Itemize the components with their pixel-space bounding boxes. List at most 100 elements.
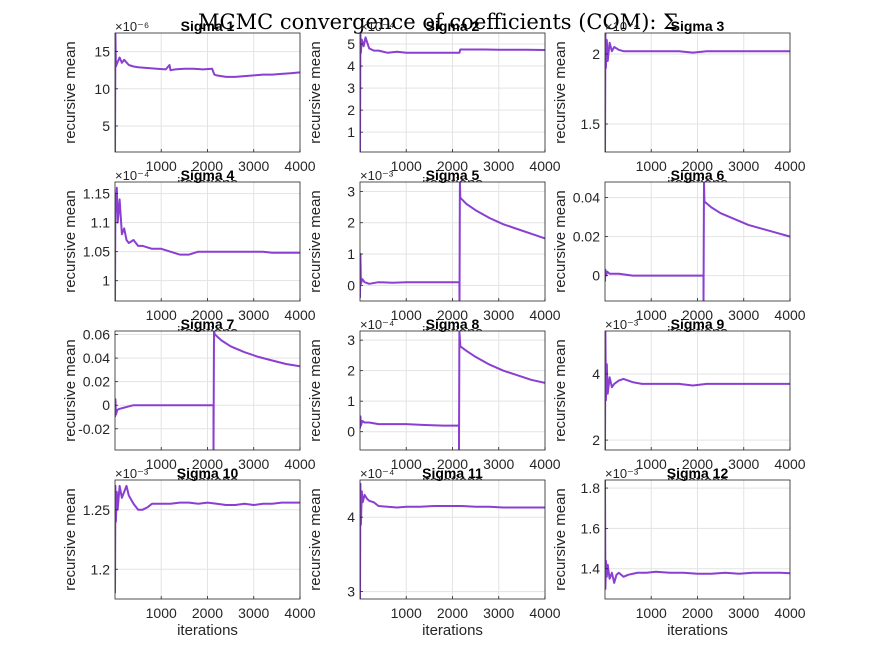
y-tick-label: 10 — [94, 81, 110, 97]
x-tick-label: 2000 — [192, 158, 223, 174]
y-axis-label: recursive mean — [62, 488, 79, 591]
y-tick-label: 5 — [102, 118, 110, 134]
x-tick-label: 1000 — [391, 158, 422, 174]
axis-exponent: ×10⁻³ — [605, 317, 639, 332]
x-tick-label: 3000 — [728, 605, 759, 621]
y-tick-label: 3 — [347, 584, 355, 600]
x-tick-label: 1000 — [391, 605, 422, 621]
x-axis-label: iterations — [422, 622, 483, 639]
y-tick-label: 1 — [347, 393, 355, 409]
x-tick-label: 3000 — [483, 456, 514, 472]
axis-exponent: ×10⁻⁴ — [115, 168, 150, 183]
y-axis-label: recursive mean — [552, 488, 569, 591]
subplot-title: Sigma 3 — [671, 18, 725, 34]
y-axis-label: recursive mean — [307, 190, 324, 293]
x-tick-label: 3000 — [483, 605, 514, 621]
y-axis-label: recursive mean — [552, 339, 569, 442]
x-tick-label: 2000 — [437, 307, 468, 323]
x-tick-label: 2000 — [192, 605, 223, 621]
x-tick-label: 3000 — [728, 158, 759, 174]
series-line — [605, 331, 790, 450]
series-line — [360, 33, 545, 152]
x-tick-label: 1000 — [146, 605, 177, 621]
y-tick-label: 0 — [102, 397, 110, 413]
subplot-title: Sigma 4 — [181, 167, 235, 183]
y-tick-label: 1.8 — [581, 480, 601, 496]
series-line — [360, 182, 545, 301]
x-tick-label: 2000 — [192, 456, 223, 472]
x-tick-label: 1000 — [636, 605, 667, 621]
x-tick-label: 4000 — [284, 605, 315, 621]
y-tick-label: 0.02 — [573, 229, 600, 245]
series-line — [115, 331, 300, 450]
x-tick-label: 2000 — [437, 605, 468, 621]
series-line — [605, 480, 790, 590]
x-tick-label: 1000 — [636, 456, 667, 472]
y-tick-label: 1.05 — [83, 244, 110, 260]
axis-exponent: ×10⁻⁴ — [360, 466, 395, 481]
x-tick-label: 1000 — [391, 456, 422, 472]
x-axis-label: iterations — [177, 622, 238, 639]
subplot-title: Sigma 12 — [667, 465, 729, 481]
x-tick-label: 3000 — [483, 158, 514, 174]
subplot-title: Sigma 1 — [181, 18, 235, 34]
series-line — [115, 186, 300, 301]
x-tick-label: 3000 — [238, 605, 269, 621]
y-tick-label: 1.25 — [83, 502, 110, 518]
series-line — [115, 484, 300, 594]
x-tick-label: 1000 — [391, 307, 422, 323]
y-axis-label: recursive mean — [307, 41, 324, 144]
y-tick-label: 3 — [347, 183, 355, 199]
x-tick-label: 4000 — [529, 158, 560, 174]
axis-exponent: ×10⁻³ — [115, 466, 149, 481]
series-line — [605, 182, 790, 301]
y-tick-label: 2 — [347, 215, 355, 231]
y-tick-label: 2 — [592, 46, 600, 62]
axis-exponent: ×10⁻³ — [360, 168, 394, 183]
axis-exponent: ×10⁻⁴ — [360, 317, 395, 332]
x-tick-label: 2000 — [192, 307, 223, 323]
axis-exponent: ×10⁻⁴ — [605, 19, 640, 34]
y-axis-label: recursive mean — [62, 41, 79, 144]
x-tick-label: 4000 — [284, 456, 315, 472]
y-axis-label: recursive mean — [62, 190, 79, 293]
x-tick-label: 1000 — [636, 158, 667, 174]
y-tick-label: 3 — [347, 332, 355, 348]
x-axis-label: iterations — [667, 622, 728, 639]
y-tick-label: 1.4 — [581, 561, 601, 577]
x-tick-label: 4000 — [774, 456, 805, 472]
subplot-9: 100020003000400024iterationsrecursive me… — [552, 316, 806, 490]
x-tick-label: 3000 — [238, 456, 269, 472]
x-tick-label: 4000 — [284, 158, 315, 174]
subplot-5: 10002000300040000123iterationsrecursive … — [307, 167, 561, 341]
y-tick-label: 0.04 — [83, 350, 110, 366]
subplot-11: 1000 2000 3000 4000 3 4 iterations recursive me… — [307, 465, 561, 639]
subplot-title: Sigma 9 — [671, 316, 725, 332]
x-tick-label: 4000 — [774, 307, 805, 323]
x-tick-label: 2000 — [682, 605, 713, 621]
y-tick-label: -0.02 — [78, 421, 110, 437]
y-tick-label: 1 — [347, 246, 355, 262]
y-axis-label: recursive mean — [552, 41, 569, 144]
y-tick-label: 0.04 — [573, 190, 600, 206]
subplot-10: 1000 2000 3000 4000 1.2 1.25 iterations recursi… — [62, 465, 316, 639]
subplot-title: Sigma 10 — [177, 465, 239, 481]
axis-exponent: ×10⁻³ — [605, 466, 639, 481]
x-tick-label: 4000 — [529, 605, 560, 621]
y-tick-label: 4 — [347, 509, 355, 525]
subplot-grid: 100020003000400051015iterationsrecursive… — [62, 18, 806, 639]
y-tick-label: 15 — [94, 44, 110, 60]
y-tick-label: 2 — [347, 102, 355, 118]
subplot-title: Sigma 11 — [422, 465, 483, 481]
y-axis-label: recursive mean — [552, 190, 569, 293]
y-tick-label: 1.15 — [83, 186, 110, 202]
subplot-12: 1000 2000 3000 4000 1.4 1.6 1.8 iterations recur… — [552, 465, 806, 639]
subplot-4: 100020003000400011.051.11.15iterationsre… — [62, 167, 316, 341]
y-tick-label: 2 — [347, 363, 355, 379]
subplot-7: 1000200030004000-0.0200.020.040.06iterat… — [62, 316, 316, 490]
axis-exponent: ×10⁻⁶ — [115, 19, 149, 34]
x-tick-label: 2000 — [682, 158, 713, 174]
x-tick-label: 3000 — [728, 307, 759, 323]
y-axis-label: recursive mean — [307, 488, 324, 591]
y-tick-label: 1 — [347, 124, 355, 140]
